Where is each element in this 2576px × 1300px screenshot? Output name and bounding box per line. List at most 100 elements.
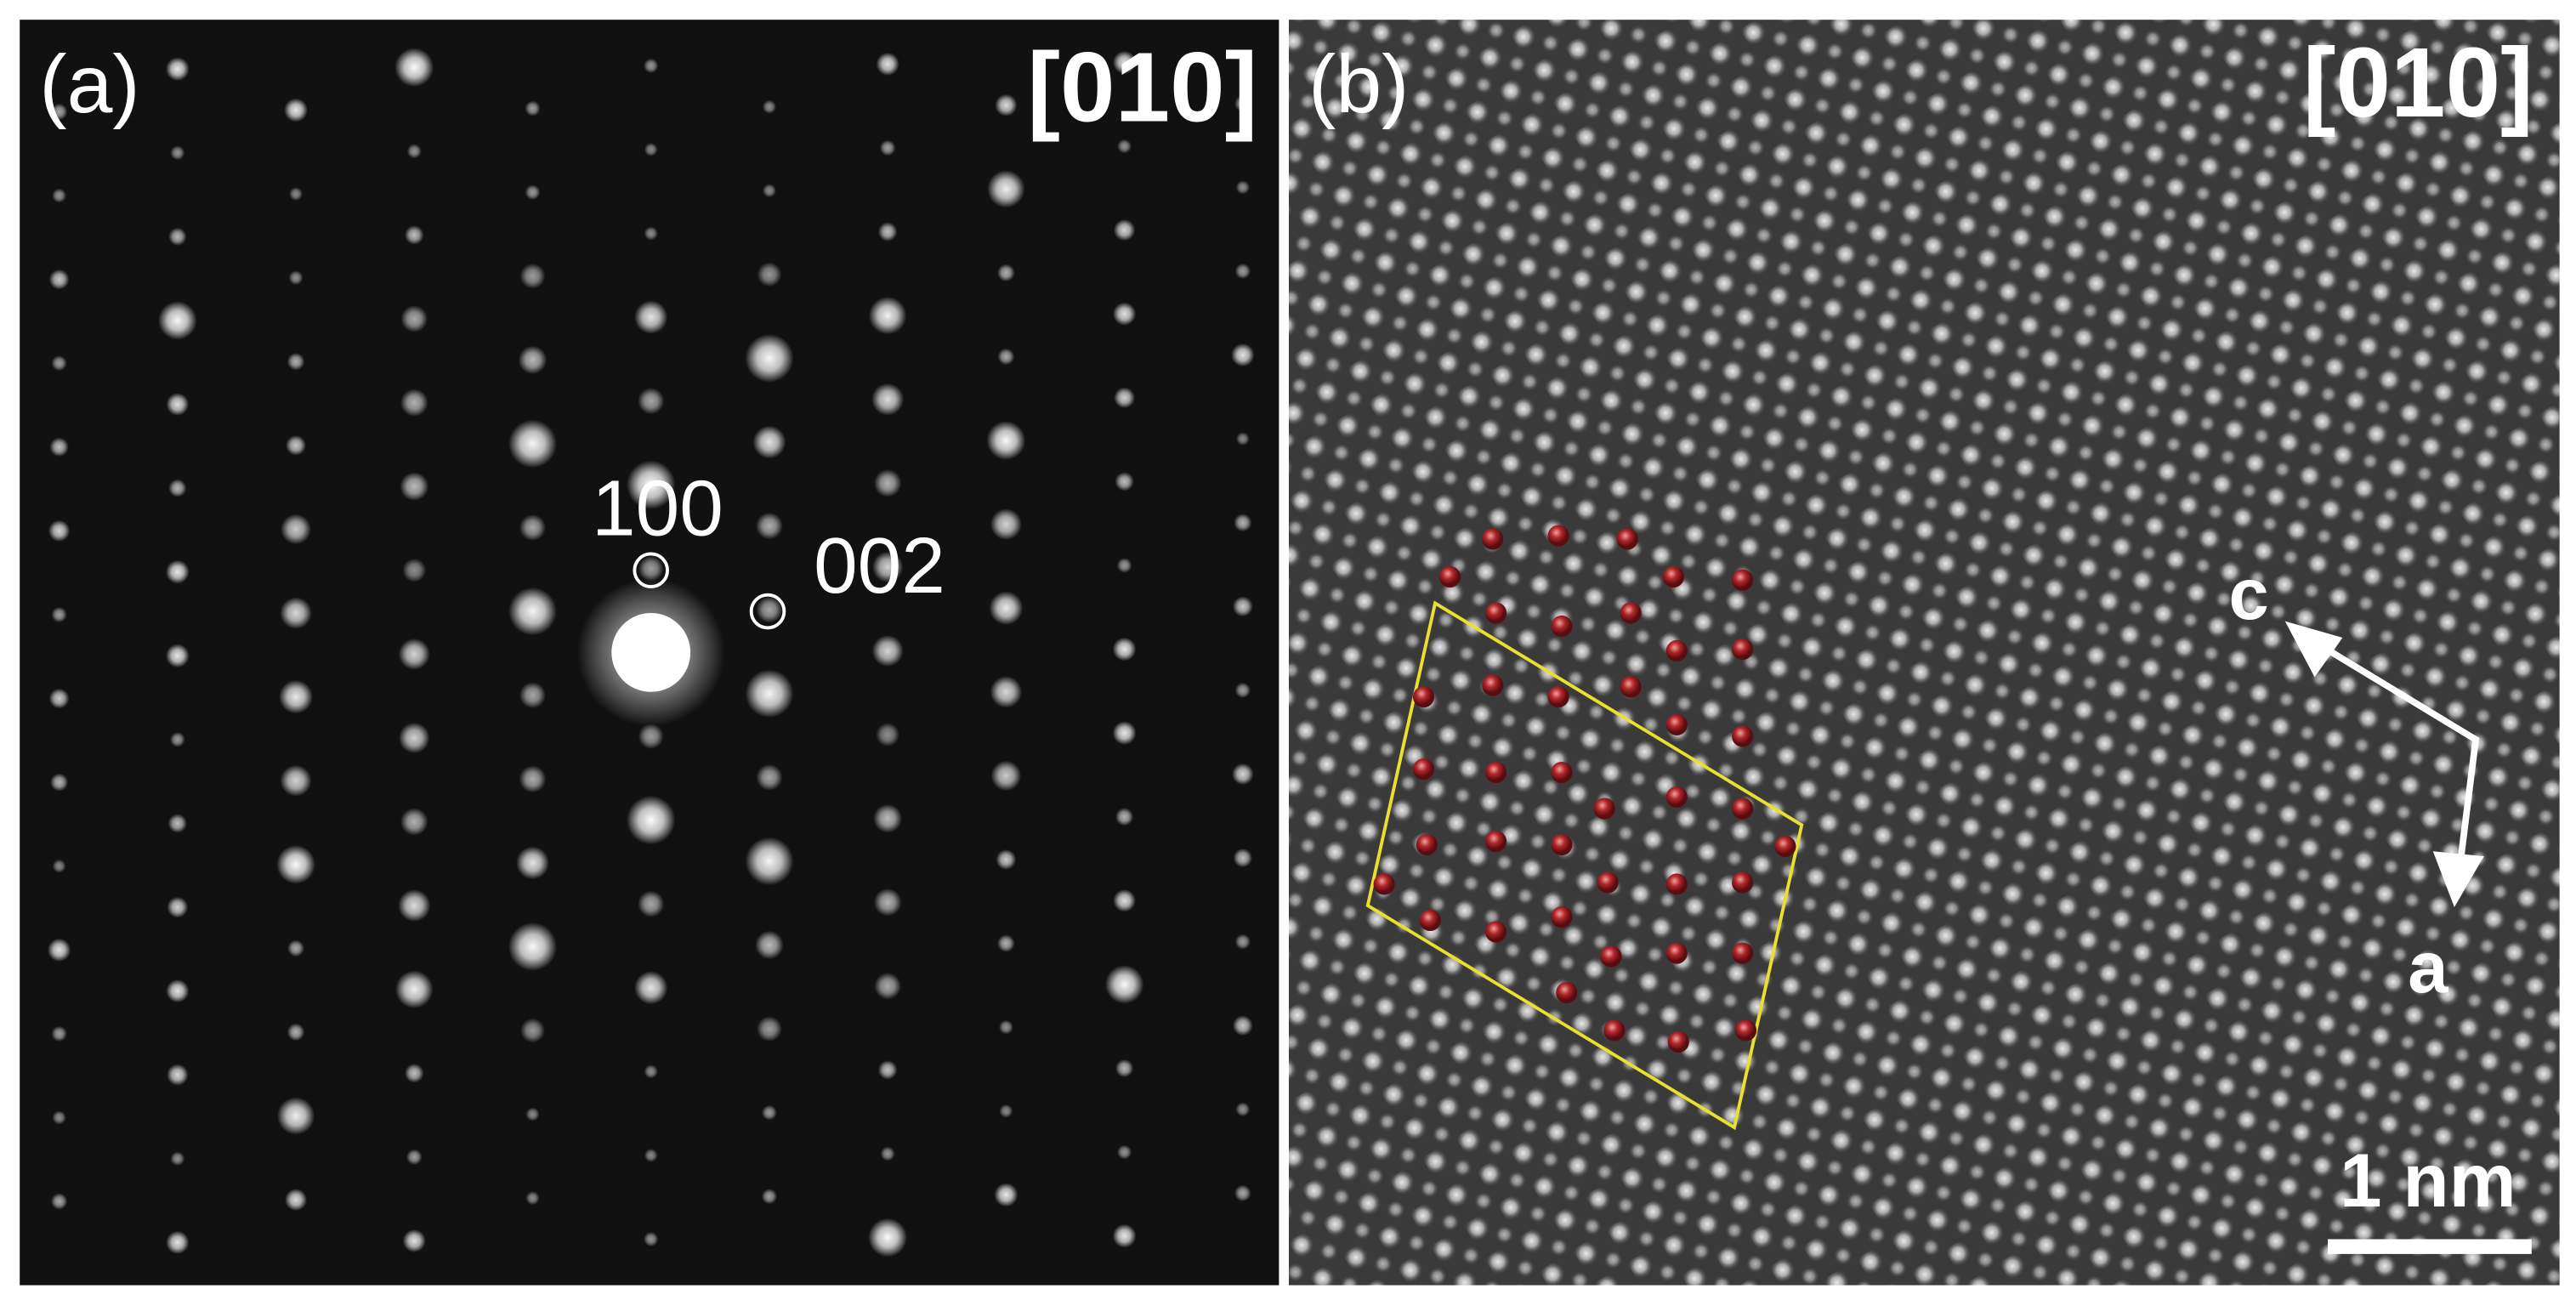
spot xyxy=(47,938,71,962)
spot xyxy=(997,264,1015,282)
spot xyxy=(280,764,312,797)
spot xyxy=(402,1229,426,1252)
spot xyxy=(519,514,547,542)
spot xyxy=(1233,848,1253,868)
atom xyxy=(1665,786,1688,809)
atom xyxy=(1593,798,1615,820)
spot xyxy=(284,98,309,122)
spot xyxy=(167,896,189,918)
spot xyxy=(287,352,305,371)
spot xyxy=(761,1189,778,1205)
spot xyxy=(525,184,541,201)
spot xyxy=(762,184,776,198)
panel-label: (b) xyxy=(1308,38,1409,130)
atom xyxy=(1600,945,1622,968)
spot xyxy=(871,551,904,583)
spot xyxy=(52,1110,66,1125)
spot xyxy=(745,669,794,718)
spot xyxy=(170,145,185,161)
spot xyxy=(165,644,190,668)
axis-label: c xyxy=(2229,554,2269,635)
atom xyxy=(1774,835,1796,858)
atom xyxy=(1732,725,1754,747)
atom xyxy=(1732,638,1754,661)
spot xyxy=(876,52,899,76)
spot xyxy=(1232,763,1254,786)
atom xyxy=(1485,761,1507,784)
spot xyxy=(525,1107,540,1121)
spot-marker xyxy=(633,552,669,589)
atom xyxy=(1373,873,1395,895)
spot xyxy=(1112,1223,1137,1248)
atom xyxy=(1665,942,1688,964)
spot xyxy=(644,1231,659,1247)
panel-label: (a) xyxy=(39,38,139,130)
spot xyxy=(166,393,190,416)
spot xyxy=(525,1191,540,1206)
scale-bar xyxy=(2328,1239,2532,1254)
spot xyxy=(288,270,304,286)
spot xyxy=(1116,558,1132,573)
spot xyxy=(399,722,430,754)
spot xyxy=(762,1104,777,1121)
spot xyxy=(757,262,782,287)
atom xyxy=(1665,713,1688,736)
spot xyxy=(1117,1144,1132,1160)
atom xyxy=(1482,528,1504,550)
spot xyxy=(868,1218,908,1257)
atom xyxy=(1732,569,1754,591)
spot xyxy=(987,170,1025,208)
spot xyxy=(644,1064,658,1079)
atom xyxy=(1547,525,1569,547)
atom xyxy=(1485,831,1507,853)
spot xyxy=(400,305,428,332)
atom-overlay xyxy=(1373,525,1796,1053)
spot xyxy=(48,688,70,709)
spot xyxy=(879,139,896,156)
unit-cell xyxy=(1365,600,1804,1131)
spot xyxy=(398,638,430,670)
spot xyxy=(398,889,431,922)
atom xyxy=(1412,758,1435,781)
atom xyxy=(1732,871,1754,894)
spot xyxy=(644,1148,658,1162)
spot xyxy=(871,383,905,416)
spot xyxy=(50,773,69,792)
spot xyxy=(994,1183,1018,1207)
spot xyxy=(1231,343,1255,367)
atom xyxy=(1603,1019,1626,1042)
spot xyxy=(996,849,1017,870)
spot xyxy=(1234,934,1251,950)
spot xyxy=(518,345,548,375)
spot xyxy=(762,99,777,114)
spot xyxy=(626,795,676,845)
spot xyxy=(638,724,664,749)
spot xyxy=(1235,180,1251,195)
arrow-head xyxy=(2432,851,2484,908)
spot xyxy=(289,187,304,202)
spot xyxy=(400,389,428,417)
spot xyxy=(1114,387,1136,409)
spot xyxy=(644,58,659,73)
spot xyxy=(508,419,557,468)
spot xyxy=(1232,596,1253,617)
atom xyxy=(1665,639,1688,662)
atom xyxy=(1551,761,1573,784)
spot xyxy=(755,512,783,540)
spot xyxy=(1113,219,1136,241)
spot xyxy=(1232,1015,1253,1036)
spot xyxy=(755,930,784,960)
atom xyxy=(1665,873,1688,895)
atom xyxy=(1547,686,1569,708)
axis-label: a xyxy=(2408,928,2448,1008)
atom xyxy=(1556,981,1578,1004)
hrtem-image xyxy=(1288,20,2560,1286)
atom xyxy=(1734,1019,1757,1042)
spot xyxy=(167,814,188,833)
spot xyxy=(1112,721,1137,746)
spot xyxy=(989,591,1024,626)
spot xyxy=(880,1146,895,1161)
atom xyxy=(1620,676,1642,698)
spot xyxy=(999,1104,1013,1118)
spot xyxy=(745,837,794,886)
